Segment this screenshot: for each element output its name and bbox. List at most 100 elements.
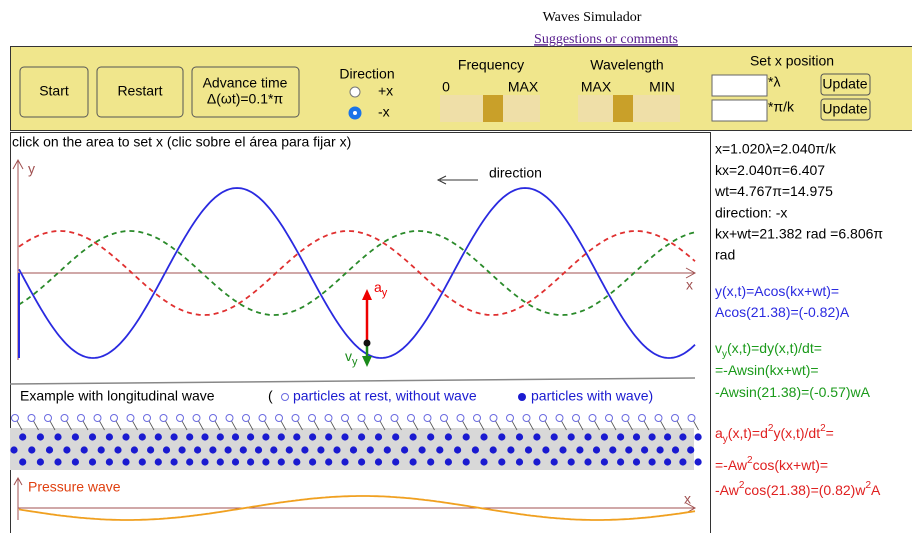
formula-text: cos(kx+wt)= (753, 457, 828, 473)
particle (648, 433, 656, 441)
pressure-yarrow (13, 476, 23, 486)
slider-thumb[interactable] (613, 95, 633, 122)
rest-particle (44, 414, 52, 422)
particle (231, 458, 240, 466)
particle (498, 458, 506, 466)
particle (664, 458, 672, 466)
particle (19, 433, 27, 441)
formula-text: =-Awsin(kx+wt)= (715, 362, 819, 378)
rest-particle (242, 414, 250, 422)
rest-tick (115, 420, 122, 431)
x-input[interactable] (711, 99, 768, 122)
rest-particle (60, 414, 69, 422)
x-input[interactable] (711, 74, 768, 97)
label-sub: y (352, 356, 358, 368)
particle (277, 458, 285, 466)
slider-thumb[interactable] (483, 95, 503, 122)
particle (576, 446, 584, 454)
rest-particle (209, 414, 217, 422)
particle (694, 433, 702, 441)
info-line: kx+wt=21.382 rad =6.806π (715, 226, 883, 242)
rest-tick (198, 420, 204, 431)
set-x-label: Set x position (750, 53, 834, 69)
rest-particle (225, 414, 234, 422)
vel-label: vy (345, 348, 358, 368)
particle (285, 446, 293, 454)
particle (550, 433, 558, 441)
formula-line: Acos(21.38)=(-0.82)A (715, 304, 850, 320)
particle (97, 446, 105, 454)
start-button[interactable] (19, 66, 89, 118)
direction-head (436, 175, 447, 185)
particle (254, 446, 263, 454)
formula-text: (x,t)=d (728, 425, 768, 441)
rest-particle (671, 414, 679, 422)
particle (664, 433, 672, 441)
particle (209, 446, 217, 454)
info-line: kx=2.040π=6.407 (715, 162, 825, 178)
particle (632, 458, 641, 466)
particle (71, 458, 79, 466)
rest-particle (77, 414, 85, 422)
particle (293, 458, 301, 466)
direction-label: Direction (339, 66, 394, 82)
displacement-wave (18, 187, 696, 359)
rest-tick (148, 420, 155, 431)
particle (444, 458, 452, 466)
rest-particle (308, 414, 316, 422)
radio[interactable] (349, 86, 361, 98)
rest-tick (49, 420, 56, 431)
particle (170, 433, 178, 441)
rest-tick (561, 420, 567, 431)
particle (262, 433, 270, 441)
advance-button[interactable] (191, 66, 300, 118)
particle (19, 458, 27, 466)
particle (409, 458, 417, 466)
formula-text: = (826, 425, 834, 441)
particle (349, 446, 358, 454)
particle (559, 446, 567, 454)
accel-label: ay (374, 279, 388, 299)
particle (427, 433, 435, 441)
info-line: x=1.020λ=2.040π/k (715, 141, 837, 157)
restart-button[interactable] (96, 66, 184, 118)
particle (524, 446, 533, 454)
rest-particle (93, 414, 102, 422)
rest-tick (132, 420, 138, 431)
particle (186, 433, 194, 441)
particle (36, 458, 45, 466)
rest-tick (511, 420, 518, 431)
particle (224, 446, 232, 454)
particle (45, 446, 54, 454)
subscript: y (722, 349, 727, 360)
formula-line: vy(x,t)=dy(x,t)/dt= (715, 340, 822, 360)
radio-label: -x (378, 104, 390, 120)
superscript: 2 (747, 455, 753, 466)
particle (201, 458, 209, 466)
rest-particle (572, 414, 580, 422)
particle (533, 433, 541, 441)
rest-tick (165, 420, 171, 431)
instruction: click on the area to set x (clic sobre e… (12, 134, 351, 150)
wave-canvas[interactable] (10, 132, 711, 533)
particle (63, 446, 71, 454)
particle (216, 433, 224, 441)
update-button[interactable] (820, 98, 871, 121)
acceleration-wave (18, 230, 696, 316)
formula-text: cos(21.38)=(0.82)w (744, 482, 866, 498)
formula-text: A (871, 482, 881, 498)
particle (231, 433, 240, 441)
rest-tick (231, 420, 237, 431)
particle (122, 433, 130, 441)
rest-tick (693, 420, 699, 431)
rest-particle (324, 414, 333, 422)
legend-moving (518, 393, 526, 401)
particle (600, 433, 609, 441)
particle (489, 446, 497, 454)
particle (679, 433, 687, 441)
rest-tick (445, 420, 452, 431)
update-button[interactable] (820, 73, 871, 96)
particle (270, 446, 278, 454)
particle (10, 446, 18, 454)
suggestions-link[interactable]: Suggestions or comments (534, 32, 678, 47)
